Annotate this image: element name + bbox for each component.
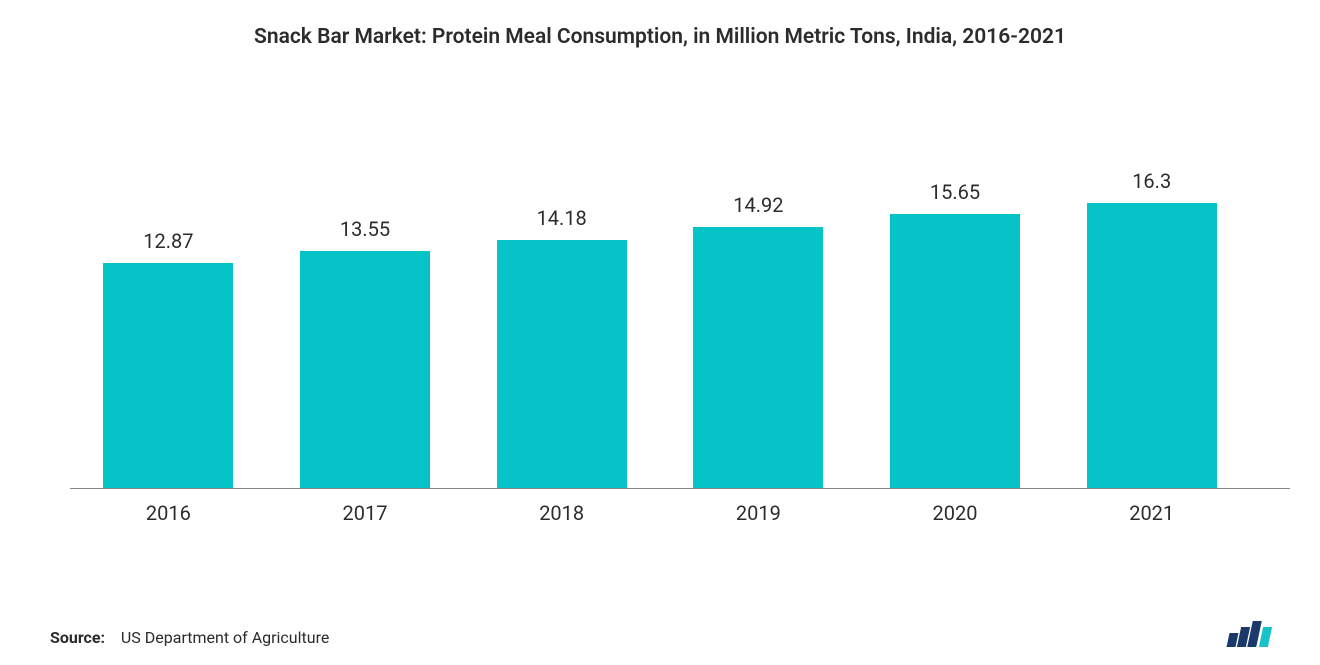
x-axis-label: 2016	[70, 501, 267, 525]
bar-value-label: 16.3	[1132, 169, 1171, 193]
bar	[1087, 203, 1217, 488]
source-line: Source: US Department of Agriculture	[50, 628, 329, 647]
bars-row: 12.87 13.55 14.18 14.92 15.65 16.3	[50, 169, 1270, 488]
x-axis-label: 2019	[660, 501, 857, 525]
x-axis-line	[70, 488, 1290, 489]
bar-group: 13.55	[267, 217, 464, 488]
bar-group: 15.65	[857, 180, 1054, 488]
bar-value-label: 13.55	[340, 217, 390, 241]
bar-group: 14.18	[463, 206, 660, 488]
bar-value-label: 15.65	[930, 180, 980, 204]
x-axis-label: 2018	[463, 501, 660, 525]
bar	[693, 227, 823, 488]
bar-value-label: 12.87	[143, 229, 193, 253]
bar	[300, 251, 430, 488]
x-axis-label: 2020	[857, 501, 1054, 525]
chart-title: Snack Bar Market: Protein Meal Consumpti…	[50, 25, 1270, 49]
brand-logo-icon	[1228, 619, 1270, 647]
x-labels-row: 201620172018201920202021	[50, 501, 1270, 525]
bar-value-label: 14.92	[733, 193, 783, 217]
bar	[103, 263, 233, 488]
source-label: Source:	[50, 628, 105, 647]
bar-group: 12.87	[70, 229, 267, 488]
plot-area: 12.8713.5514.1814.9215.6516.3 2016201720…	[50, 169, 1270, 525]
bar-group: 14.92	[660, 193, 857, 488]
bar-group: 16.3	[1053, 169, 1250, 488]
source-text: US Department of Agriculture	[121, 628, 329, 647]
chart-footer: Source: US Department of Agriculture	[50, 619, 1270, 647]
bar-value-label: 14.18	[537, 206, 587, 230]
x-axis-label: 2017	[267, 501, 464, 525]
chart-container: Snack Bar Market: Protein Meal Consumpti…	[0, 0, 1320, 665]
x-axis-label: 2021	[1053, 501, 1250, 525]
bar	[497, 240, 627, 488]
bar	[890, 214, 1020, 488]
